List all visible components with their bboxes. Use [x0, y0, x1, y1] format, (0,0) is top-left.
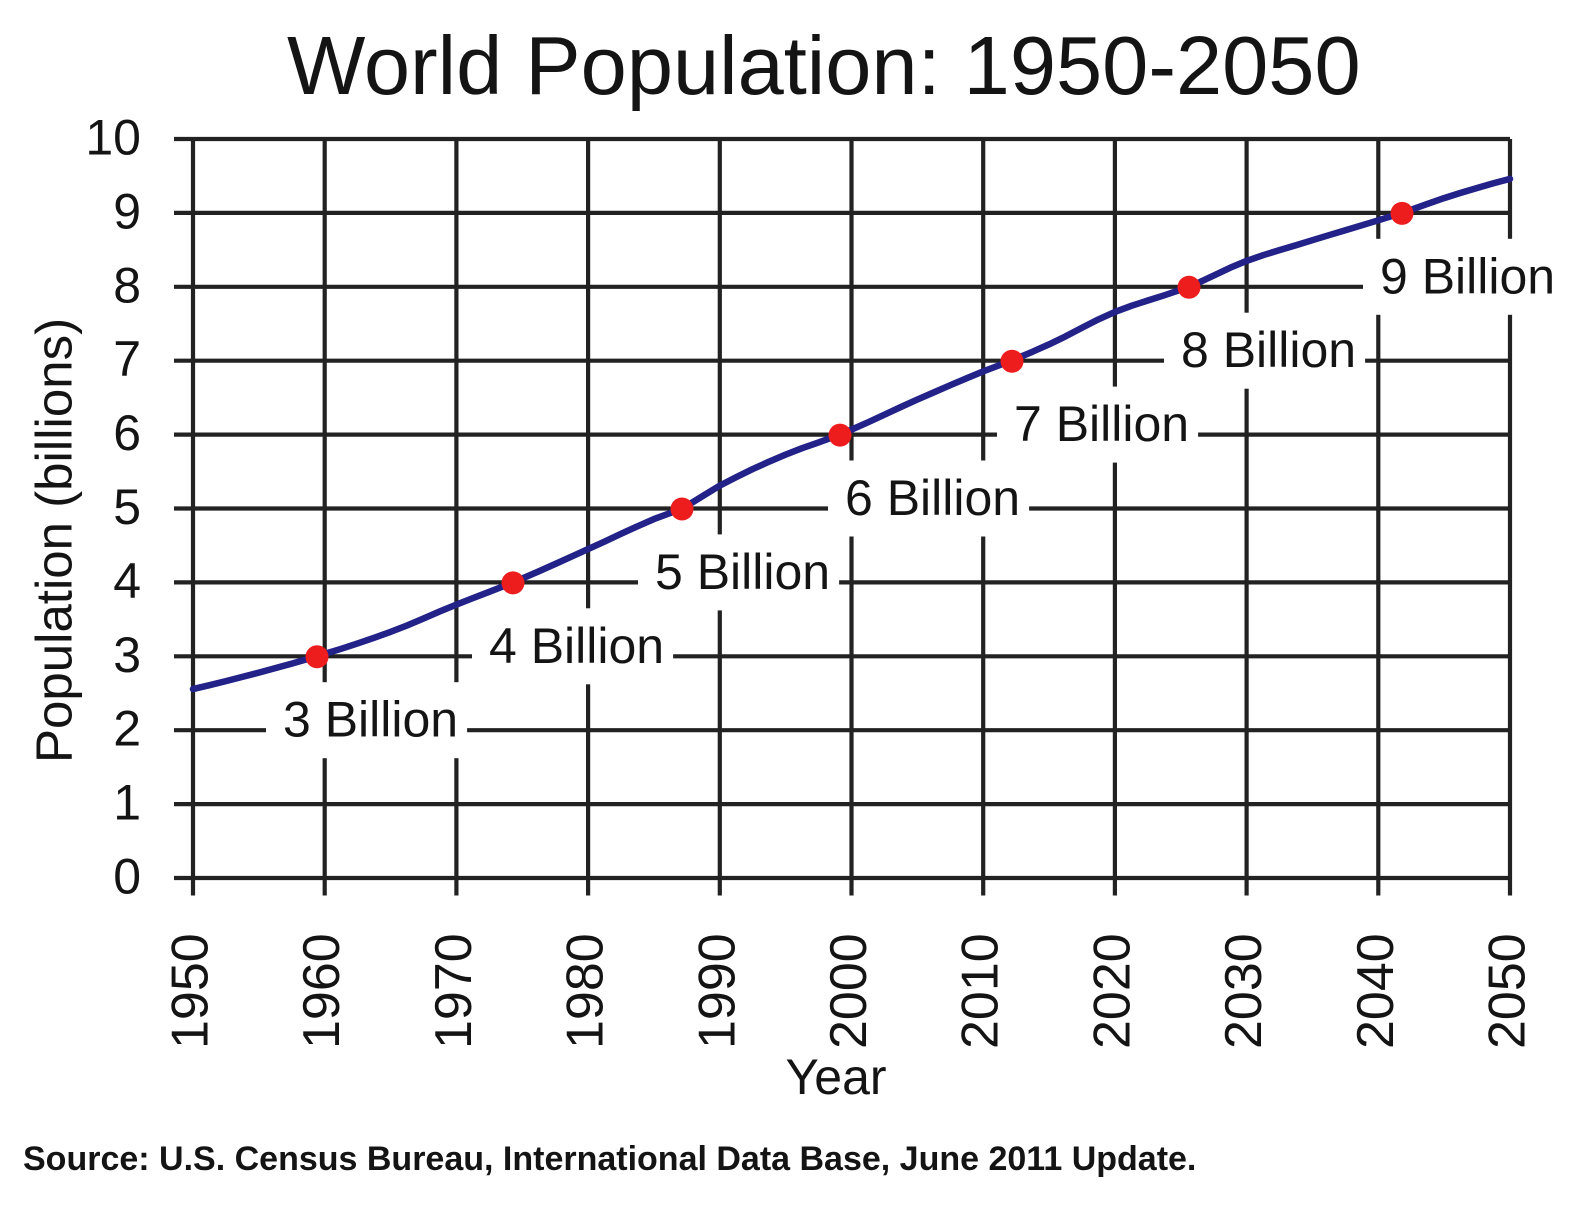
- svg-text:8: 8: [113, 257, 141, 313]
- svg-text:10: 10: [85, 110, 141, 166]
- svg-text:7 Billion: 7 Billion: [1014, 396, 1189, 452]
- svg-text:1960: 1960: [293, 933, 351, 1049]
- svg-text:1980: 1980: [557, 933, 615, 1049]
- svg-text:0: 0: [113, 849, 141, 905]
- svg-text:4 Billion: 4 Billion: [489, 618, 664, 674]
- svg-text:1970: 1970: [425, 933, 483, 1049]
- svg-text:Year: Year: [786, 1049, 887, 1105]
- svg-text:6 Billion: 6 Billion: [845, 470, 1020, 526]
- svg-text:2000: 2000: [820, 933, 878, 1049]
- svg-text:2020: 2020: [1083, 933, 1141, 1049]
- svg-text:9 Billion: 9 Billion: [1380, 248, 1555, 304]
- svg-text:1990: 1990: [688, 933, 746, 1049]
- svg-text:5 Billion: 5 Billion: [655, 544, 830, 600]
- svg-text:6: 6: [113, 405, 141, 461]
- svg-text:2050: 2050: [1479, 933, 1537, 1049]
- svg-text:World Population: 1950-2050: World Population: 1950-2050: [287, 19, 1361, 112]
- svg-text:5: 5: [113, 479, 141, 535]
- svg-text:7: 7: [113, 331, 141, 387]
- svg-text:4: 4: [113, 553, 141, 609]
- svg-text:9: 9: [113, 183, 141, 239]
- svg-text:8 Billion: 8 Billion: [1181, 322, 1356, 378]
- svg-text:2030: 2030: [1215, 933, 1273, 1049]
- svg-text:2040: 2040: [1347, 933, 1405, 1049]
- svg-text:Source: U.S. Census Bureau, In: Source: U.S. Census Bureau, Internationa…: [23, 1140, 1196, 1178]
- svg-text:Population (billions): Population (billions): [26, 318, 83, 763]
- svg-text:1950: 1950: [162, 933, 220, 1049]
- svg-text:1: 1: [113, 775, 141, 831]
- svg-text:2: 2: [113, 701, 141, 757]
- svg-text:2010: 2010: [952, 933, 1010, 1049]
- svg-text:3: 3: [113, 627, 141, 683]
- svg-text:3 Billion: 3 Billion: [283, 692, 458, 748]
